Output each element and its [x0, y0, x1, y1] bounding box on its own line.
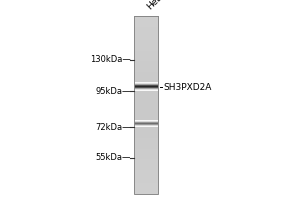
- Text: 72kDa—: 72kDa—: [95, 122, 130, 132]
- Text: 95kDa—: 95kDa—: [95, 87, 130, 96]
- Text: HeLa: HeLa: [146, 0, 168, 11]
- Bar: [134, 16, 158, 194]
- Text: 55kDa—: 55kDa—: [95, 154, 130, 162]
- Text: SH3PXD2A: SH3PXD2A: [164, 83, 212, 92]
- Text: 130kDa—: 130kDa—: [90, 55, 130, 64]
